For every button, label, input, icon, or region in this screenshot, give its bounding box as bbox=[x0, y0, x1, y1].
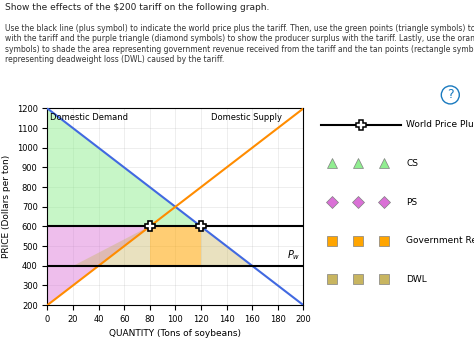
Polygon shape bbox=[201, 226, 252, 266]
Text: Domestic Demand: Domestic Demand bbox=[50, 113, 128, 122]
Text: Domestic Supply: Domestic Supply bbox=[211, 113, 282, 122]
Text: PS: PS bbox=[406, 198, 418, 206]
Polygon shape bbox=[150, 226, 201, 266]
X-axis label: QUANTITY (Tons of soybeans): QUANTITY (Tons of soybeans) bbox=[109, 330, 241, 338]
Polygon shape bbox=[47, 108, 201, 226]
Text: $P_w$: $P_w$ bbox=[287, 248, 301, 262]
Text: World Price Plus Tariff: World Price Plus Tariff bbox=[406, 120, 474, 129]
Text: CS: CS bbox=[406, 159, 419, 168]
Text: Show the effects of the $200 tariff on the following graph.: Show the effects of the $200 tariff on t… bbox=[5, 3, 269, 13]
Polygon shape bbox=[47, 226, 150, 305]
Text: Use the black line (plus symbol) to indicate the world price plus the tariff. Th: Use the black line (plus symbol) to indi… bbox=[5, 24, 474, 64]
Text: ?: ? bbox=[447, 88, 454, 101]
Polygon shape bbox=[73, 226, 150, 266]
Text: Government Revenue: Government Revenue bbox=[406, 236, 474, 245]
Y-axis label: PRICE (Dollars per ton): PRICE (Dollars per ton) bbox=[2, 155, 11, 258]
Text: DWL: DWL bbox=[406, 275, 427, 284]
